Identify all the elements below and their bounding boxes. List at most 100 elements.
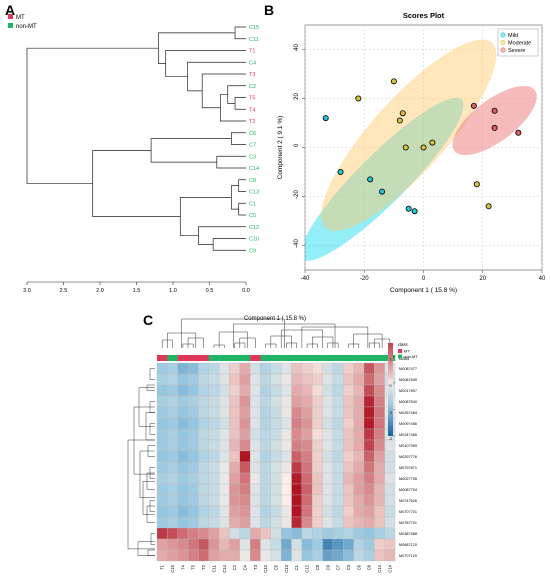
column-label: C12 (305, 564, 310, 572)
legend-marker (500, 47, 506, 53)
class-bar-cell (343, 355, 354, 361)
heatmap-cell (177, 494, 189, 507)
heatmap-cell (322, 428, 334, 441)
class-bar-cell (188, 355, 199, 361)
heatmap-cell (156, 406, 168, 419)
data-point-moderate (429, 139, 436, 146)
heatmap-cell (374, 428, 385, 441)
heatmap-cell (363, 384, 375, 397)
heatmap-cell (270, 362, 282, 375)
row-label: M0707701 (399, 510, 417, 514)
class-bar-cell (229, 355, 240, 361)
dendrogram-branch (231, 132, 246, 145)
y-tick-label: -20 (294, 190, 300, 199)
heatmap-cell (363, 406, 375, 419)
heatmap-cell (322, 472, 334, 485)
dendrogram-branch (179, 197, 232, 236)
heatmap-cell (384, 538, 396, 551)
heatmap-cell (218, 516, 230, 529)
heatmap-cell (281, 494, 292, 507)
heatmap-cell (291, 538, 303, 551)
heatmap-cell (239, 527, 251, 540)
heatmap-cell (270, 472, 282, 485)
heatmap-cell (291, 494, 303, 507)
heatmap-cell (281, 527, 292, 540)
heatmap-cell (156, 516, 168, 529)
heatmap-cell (167, 516, 178, 529)
heatmap-cell (187, 538, 199, 551)
row-label: M0707120 (399, 554, 417, 558)
heatmap-cell (156, 538, 168, 551)
heatmap-cell (229, 384, 240, 397)
heatmap-cell (218, 494, 230, 507)
column-label: C9 (325, 564, 330, 570)
heatmap-cell (291, 362, 303, 375)
heatmap-cell (291, 373, 303, 386)
heatmap-cell (187, 483, 199, 496)
heatmap-cell (281, 461, 292, 474)
dendrogram-branch (238, 179, 246, 192)
leaf-label: C15 (249, 25, 259, 31)
class-bar-cell (219, 355, 230, 361)
heatmap-cell (270, 483, 282, 496)
heatmap-cell (229, 505, 240, 518)
legend-label: non-MT (16, 24, 37, 30)
column-label: C8 (315, 564, 320, 570)
x-tick-label: 2.5 (60, 288, 68, 294)
heatmap-cell (187, 494, 199, 507)
heatmap-cell (353, 472, 365, 485)
leaf-label: C6 (249, 131, 256, 137)
heatmap-cell (353, 362, 365, 375)
column-label: C4 (242, 564, 247, 570)
heatmap-cell (208, 406, 220, 419)
heatmap-cell (291, 450, 303, 463)
heatmap-cell (249, 384, 261, 397)
heatmap-cell (353, 384, 365, 397)
heatmap-cell (322, 362, 334, 375)
heatmap-cell (281, 483, 292, 496)
heatmap-cell (291, 406, 303, 419)
heatmap-cell (167, 428, 178, 441)
class-bar-cell (167, 355, 178, 361)
heatmap-cell (353, 428, 365, 441)
y-axis-label: Component 2 ( 9.1 %) (277, 116, 284, 180)
heatmap-cell (384, 472, 396, 485)
heatmap-cell (260, 428, 272, 441)
dendrogram-branch (234, 26, 246, 40)
heatmap-cell (198, 461, 209, 474)
heatmap-cell (229, 450, 240, 463)
class-bar-cell (239, 355, 251, 361)
heatmap-cell (239, 516, 251, 529)
legend-label: Mild (508, 33, 518, 39)
heatmap-cell (167, 472, 178, 485)
heatmap-cell (322, 549, 334, 562)
heatmap-cell (239, 450, 251, 463)
leaf-label: C14 (249, 166, 259, 172)
heatmap-cell (177, 483, 189, 496)
class-legend-label: non-MT (404, 354, 418, 359)
heatmap-cell (229, 549, 240, 562)
data-point-moderate (355, 95, 362, 102)
confidence-ellipse-mild (305, 97, 464, 261)
heatmap-cell (156, 395, 168, 408)
heatmap-cell (363, 538, 375, 551)
heatmap-cell (322, 538, 334, 551)
heatmap-cell (229, 472, 240, 485)
heatmap-cell (301, 483, 313, 496)
heatmap-cell (312, 384, 323, 397)
heatmap-cell (218, 406, 230, 419)
heatmap-cell (343, 483, 354, 496)
heatmap-cell (353, 395, 365, 408)
heatmap-cell (301, 362, 313, 375)
heatmap-cell (187, 549, 199, 562)
heatmap-cell (218, 461, 230, 474)
heatmap-cell (332, 527, 344, 540)
heatmap-cell (353, 450, 365, 463)
heatmap-cell (301, 450, 313, 463)
heatmap-cell (177, 395, 189, 408)
y-tick-label: 0 (294, 143, 300, 147)
heatmap-cell (353, 549, 365, 562)
heatmap-cell (260, 549, 272, 562)
class-bar-cell (364, 355, 375, 361)
heatmap-cell (260, 483, 272, 496)
